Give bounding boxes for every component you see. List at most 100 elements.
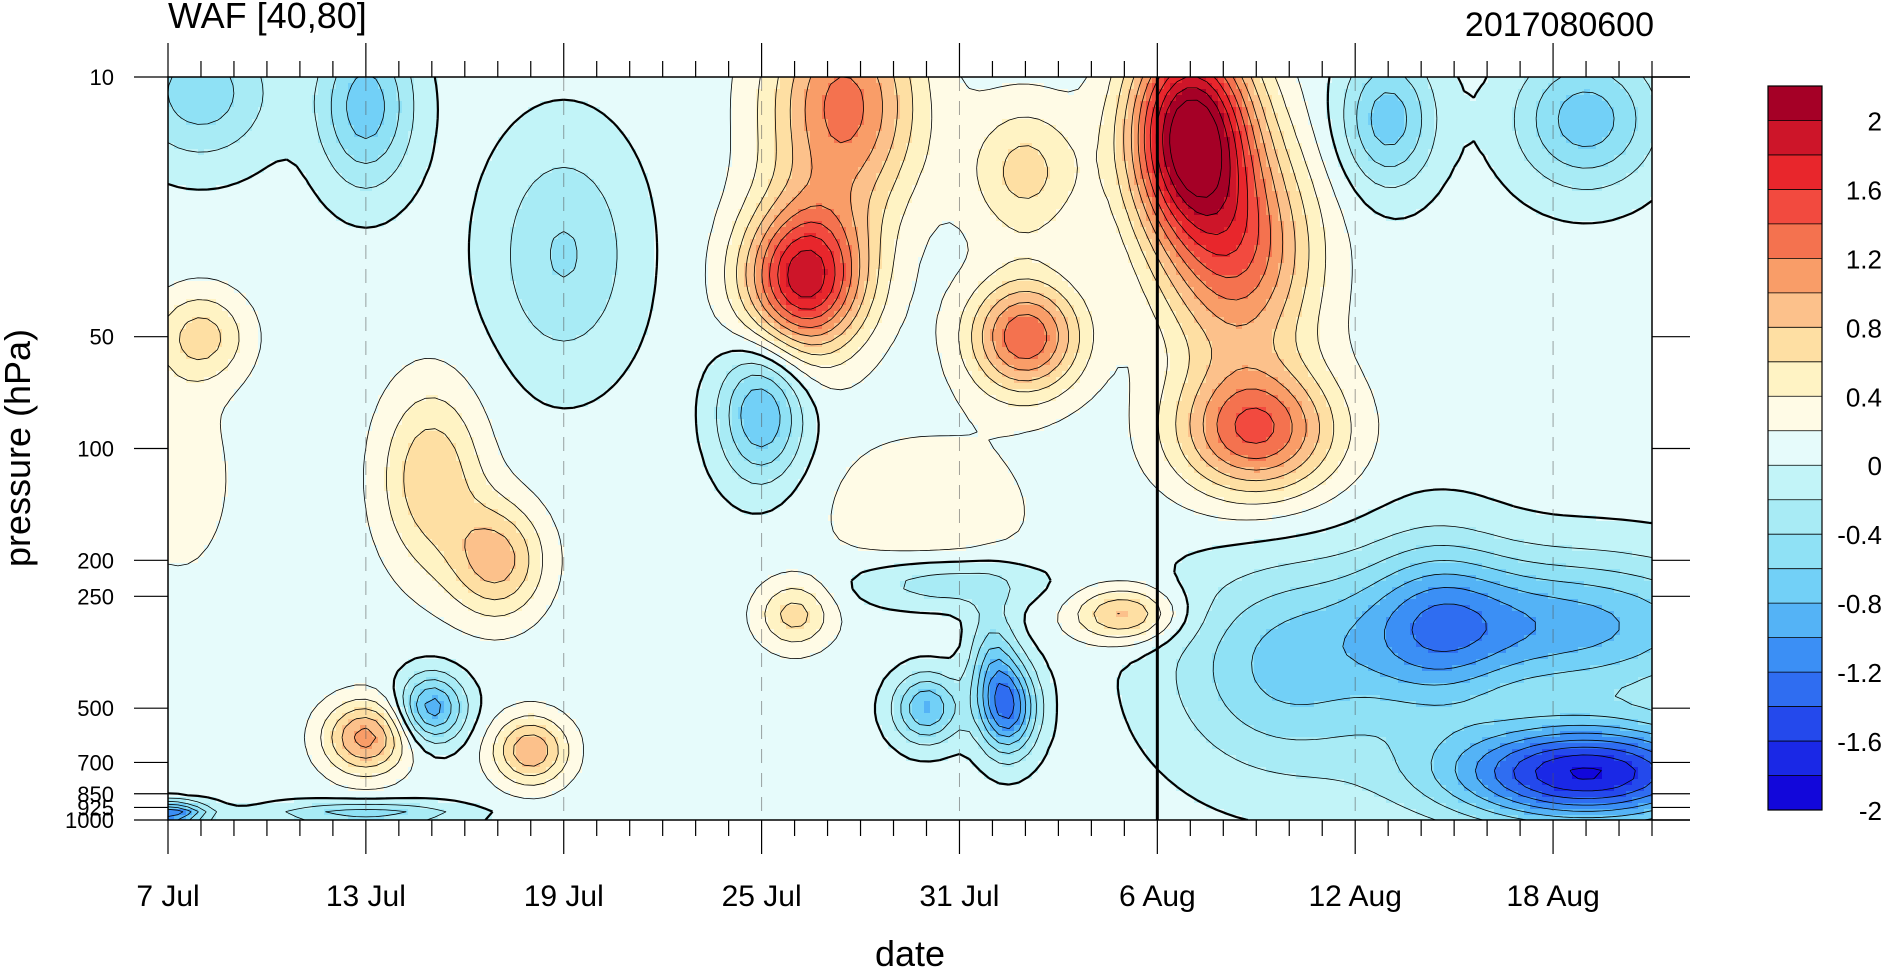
field-cell xyxy=(276,641,283,648)
field-cell xyxy=(294,737,301,744)
field-cell xyxy=(174,389,181,396)
field-cell xyxy=(216,77,223,84)
field-cell xyxy=(174,425,181,432)
field-cell xyxy=(300,593,307,600)
field-cell xyxy=(246,713,253,720)
field-cell xyxy=(210,725,217,732)
field-cell xyxy=(270,197,277,204)
field-cell xyxy=(174,419,181,426)
field-cell xyxy=(258,173,265,180)
field-cell xyxy=(168,785,175,792)
field-cell xyxy=(294,437,301,444)
field-cell xyxy=(216,563,223,570)
field-cell xyxy=(216,227,223,234)
field-cell xyxy=(240,695,247,702)
field-cell xyxy=(210,419,217,426)
field-cell xyxy=(180,515,187,522)
field-cell xyxy=(294,641,301,648)
field-cell xyxy=(240,641,247,648)
field-cell xyxy=(174,233,181,240)
field-cell xyxy=(174,473,181,480)
field-cell xyxy=(258,419,265,426)
field-cell xyxy=(228,353,235,360)
field-cell xyxy=(246,401,253,408)
field-cell xyxy=(252,479,259,486)
field-cell xyxy=(270,299,277,306)
field-cell xyxy=(228,455,235,462)
field-cell xyxy=(246,389,253,396)
field-cell xyxy=(234,497,241,504)
field-cell xyxy=(294,251,301,258)
field-cell xyxy=(168,689,175,696)
field-cell xyxy=(210,779,217,786)
field-cell xyxy=(204,563,211,570)
field-cell xyxy=(252,755,259,762)
field-cell xyxy=(294,131,301,138)
field-cell xyxy=(210,713,217,720)
field-cell xyxy=(180,755,187,762)
field-cell xyxy=(270,509,277,516)
field-cell xyxy=(252,737,259,744)
field-cell xyxy=(174,647,181,654)
field-cell xyxy=(186,611,193,618)
field-cell xyxy=(246,83,253,90)
field-cell xyxy=(186,647,193,654)
field-cell xyxy=(264,485,271,492)
field-cell xyxy=(186,743,193,750)
field-cell xyxy=(306,77,313,84)
field-cell xyxy=(252,695,259,702)
field-cell xyxy=(258,131,265,138)
field-cell xyxy=(174,773,181,780)
field-cell xyxy=(234,299,241,306)
field-cell xyxy=(216,599,223,606)
field-cell xyxy=(174,719,181,726)
field-cell xyxy=(264,149,271,156)
field-cell xyxy=(306,353,313,360)
field-cell xyxy=(198,215,205,222)
field-cell xyxy=(198,467,205,474)
field-cell xyxy=(240,191,247,198)
field-cell xyxy=(198,305,205,312)
field-cell xyxy=(216,767,223,774)
field-cell xyxy=(294,425,301,432)
field-cell xyxy=(246,287,253,294)
field-cell xyxy=(198,557,205,564)
field-cell xyxy=(198,497,205,504)
field-cell xyxy=(240,479,247,486)
field-cell xyxy=(282,581,289,588)
field-cell xyxy=(198,257,205,264)
field-cell xyxy=(168,197,175,204)
field-cell xyxy=(180,239,187,246)
field-cell xyxy=(282,473,289,480)
field-cell xyxy=(222,665,229,672)
field-cell xyxy=(306,587,313,594)
field-cell xyxy=(222,197,229,204)
field-cell xyxy=(276,503,283,510)
field-cell xyxy=(258,767,265,774)
field-cell xyxy=(264,245,271,252)
field-cell xyxy=(186,137,193,144)
field-cell xyxy=(246,227,253,234)
field-cell xyxy=(276,149,283,156)
field-cell xyxy=(294,419,301,426)
field-cell xyxy=(174,527,181,534)
field-cell xyxy=(210,323,217,330)
field-cell xyxy=(204,533,211,540)
field-cell xyxy=(216,701,223,708)
field-cell xyxy=(192,77,199,84)
field-cell xyxy=(240,635,247,642)
field-cell xyxy=(264,665,271,672)
field-cell xyxy=(270,611,277,618)
field-cell xyxy=(180,521,187,528)
field-cell xyxy=(186,443,193,450)
field-cell xyxy=(234,143,241,150)
field-cell xyxy=(246,689,253,696)
field-cell xyxy=(306,449,313,456)
field-cell xyxy=(204,743,211,750)
field-cell xyxy=(276,479,283,486)
field-cell xyxy=(288,785,295,792)
field-cell xyxy=(228,473,235,480)
field-cell xyxy=(204,449,211,456)
field-cell xyxy=(300,155,307,162)
field-cell xyxy=(282,275,289,282)
